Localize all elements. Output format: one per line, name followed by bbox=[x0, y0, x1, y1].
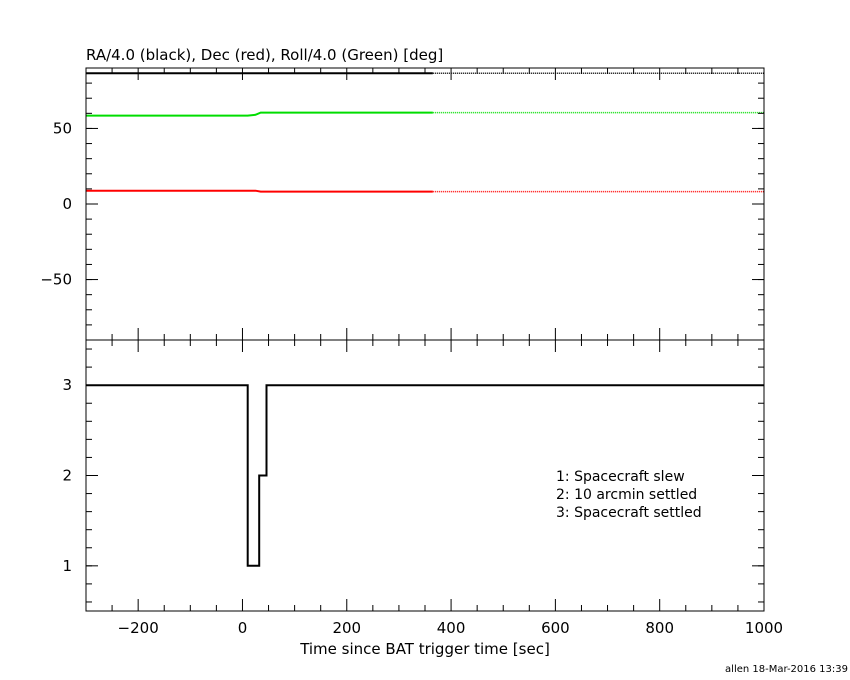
xtick-label: 600 bbox=[541, 619, 570, 637]
bottom-ytick-label: 2 bbox=[62, 467, 72, 485]
bottom-panel-axes: 1 2 3 −200 0 200 400 600 800 1000 bbox=[62, 339, 783, 637]
bottom-panel: 1 2 3 −200 0 200 400 600 800 1000 bbox=[62, 339, 783, 637]
xtick-label: 400 bbox=[437, 619, 466, 637]
top-ytick-label: 50 bbox=[53, 119, 72, 137]
x-axis-label: Time since BAT trigger time [sec] bbox=[299, 640, 550, 658]
bottom-panel-series bbox=[86, 384, 764, 567]
top-ytick-label: −50 bbox=[40, 271, 72, 289]
legend-entry-settled: 3: Spacecraft settled bbox=[556, 505, 702, 521]
bottom-series-0-line bbox=[86, 384, 764, 567]
legend-entry-slew: 1: Spacecraft slew bbox=[556, 469, 685, 485]
xtick-label: 800 bbox=[645, 619, 674, 637]
bottom-ytick-label: 3 bbox=[62, 376, 72, 394]
top-series-1-line bbox=[86, 111, 433, 117]
xtick-label: −200 bbox=[118, 619, 159, 637]
top-panel-axes: −50 0 50 bbox=[40, 67, 765, 341]
top-series-2-line bbox=[86, 189, 433, 193]
top-ytick-label: 0 bbox=[62, 195, 72, 213]
legend-entry-10-arcmin-settled: 2: 10 arcmin settled bbox=[556, 487, 697, 503]
status-legend: 1: Spacecraft slew 2: 10 arcmin settled … bbox=[556, 469, 702, 521]
top-panel-title: RA/4.0 (black), Dec (red), Roll/4.0 (Gre… bbox=[86, 46, 443, 64]
xtick-label: 0 bbox=[238, 619, 248, 637]
top-panel: −50 0 50 bbox=[40, 67, 765, 341]
top-panel-series bbox=[86, 72, 764, 193]
xtick-label: 1000 bbox=[745, 619, 783, 637]
top-frame bbox=[85, 67, 765, 341]
bottom-ytick-label: 1 bbox=[62, 557, 72, 575]
xtick-label: 200 bbox=[332, 619, 361, 637]
footer-stamp: allen 18-Mar-2016 13:39 bbox=[725, 664, 848, 675]
